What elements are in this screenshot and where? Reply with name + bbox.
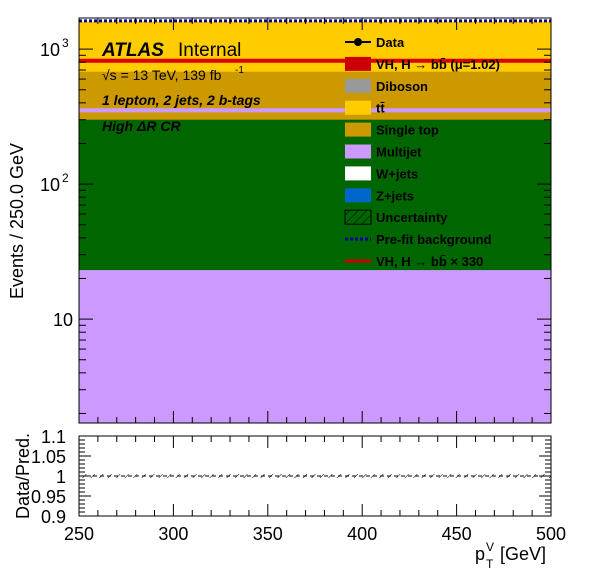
ratio-y-tick-label: 1.05 [31, 447, 66, 467]
selection-label: 1 lepton, 2 jets, 2 b-tags [102, 92, 261, 108]
legend-entry: VH, H → bb̄ × 330 [345, 254, 483, 269]
legend-label: Data [376, 35, 405, 50]
x-axis-label: p T V [GeV] [475, 540, 546, 571]
stacked-histogram [79, 21, 551, 423]
legend-label: Uncertainty [376, 210, 448, 225]
ratio-y-axis-label: Data/Pred. [13, 433, 33, 519]
ratio-uncertainty-band [79, 474, 551, 478]
legend-swatch-hatch [344, 209, 372, 225]
legend-swatch [345, 166, 371, 181]
x-tick-label: 350 [253, 524, 283, 544]
legend-label: tt̄ [376, 101, 385, 116]
legend-label: Pre-fit background [376, 232, 492, 247]
ratio-y-tick-label: 1.1 [41, 427, 66, 447]
legend-label: Diboson [376, 79, 428, 94]
energy-label: √s = 13 TeV, 139 fb -1 [102, 65, 244, 83]
y-tick-label: 10 [53, 310, 73, 330]
x-tick-label: 300 [158, 524, 188, 544]
legend-entry: tt̄ [345, 100, 385, 116]
legend-entry: Data [345, 35, 405, 50]
x-axis-label-p: p [475, 544, 485, 564]
x-axis-label-sup: V [486, 540, 494, 554]
legend-swatch [345, 78, 371, 93]
ratio-y-tick-label: 1 [56, 467, 66, 487]
energy-exponent: -1 [235, 65, 244, 76]
legend-entry: W+jets [345, 166, 418, 181]
ratio-plot [79, 474, 551, 478]
legend-swatch [345, 100, 371, 115]
y-tick-label-exponent: 3 [62, 36, 69, 50]
main-frame [78, 17, 552, 424]
y-tick-label: 10 [40, 40, 60, 60]
legend-marker [354, 38, 362, 46]
legend-entry: Uncertainty [344, 209, 448, 225]
legend-swatch [345, 56, 371, 71]
x-axis-label-unit: [GeV] [500, 544, 546, 564]
legend-entry: VH, H → bb̄ (μ=1.02) [345, 56, 500, 72]
atlas-text: ATLAS [101, 40, 164, 61]
legend-entry: Pre-fit background [345, 232, 492, 247]
ratio-y-tick-label: 0.95 [31, 487, 66, 507]
region-label: High ΔR CR [102, 118, 182, 134]
y-tick-label: 10 [40, 175, 60, 195]
legend-entry: Diboson [345, 78, 428, 94]
ratio-y-tick-label: 0.9 [41, 507, 66, 527]
x-tick-label: 450 [442, 524, 472, 544]
legend-swatch [345, 122, 371, 137]
x-tick-label: 250 [64, 524, 94, 544]
legend-entry: Z+jets [345, 188, 414, 203]
legend-swatch [345, 144, 371, 159]
legend-label: W+jets [376, 166, 418, 181]
legend-entry: Multijet [345, 144, 422, 160]
legend-label: Z+jets [376, 188, 414, 203]
y-axis-label: Events / 250.0 GeV [7, 143, 27, 299]
atlas-label: ATLAS Internal [101, 40, 241, 61]
legend-label: Multijet [376, 145, 422, 160]
y-tick-label-exponent: 2 [62, 171, 69, 185]
legend-label: VH, H → bb̄ (μ=1.02) [376, 57, 500, 72]
energy-text: √s = 13 TeV, 139 fb [102, 67, 222, 83]
legend-label: Single top [376, 123, 439, 138]
overlay-lines [79, 19, 551, 63]
stack-multijet [79, 270, 551, 423]
x-tick-label: 500 [536, 524, 566, 544]
internal-text: Internal [178, 40, 241, 61]
x-tick-label: 400 [347, 524, 377, 544]
legend-entry: Single top [345, 122, 439, 138]
legend-swatch [345, 188, 371, 203]
x-axis-label-sub: T [486, 557, 494, 571]
legend: Data VH, H → bb̄ (μ=1.02) Diboson tt̄ Single… [344, 35, 500, 269]
legend-label: VH, H → bb̄ × 330 [376, 254, 483, 269]
